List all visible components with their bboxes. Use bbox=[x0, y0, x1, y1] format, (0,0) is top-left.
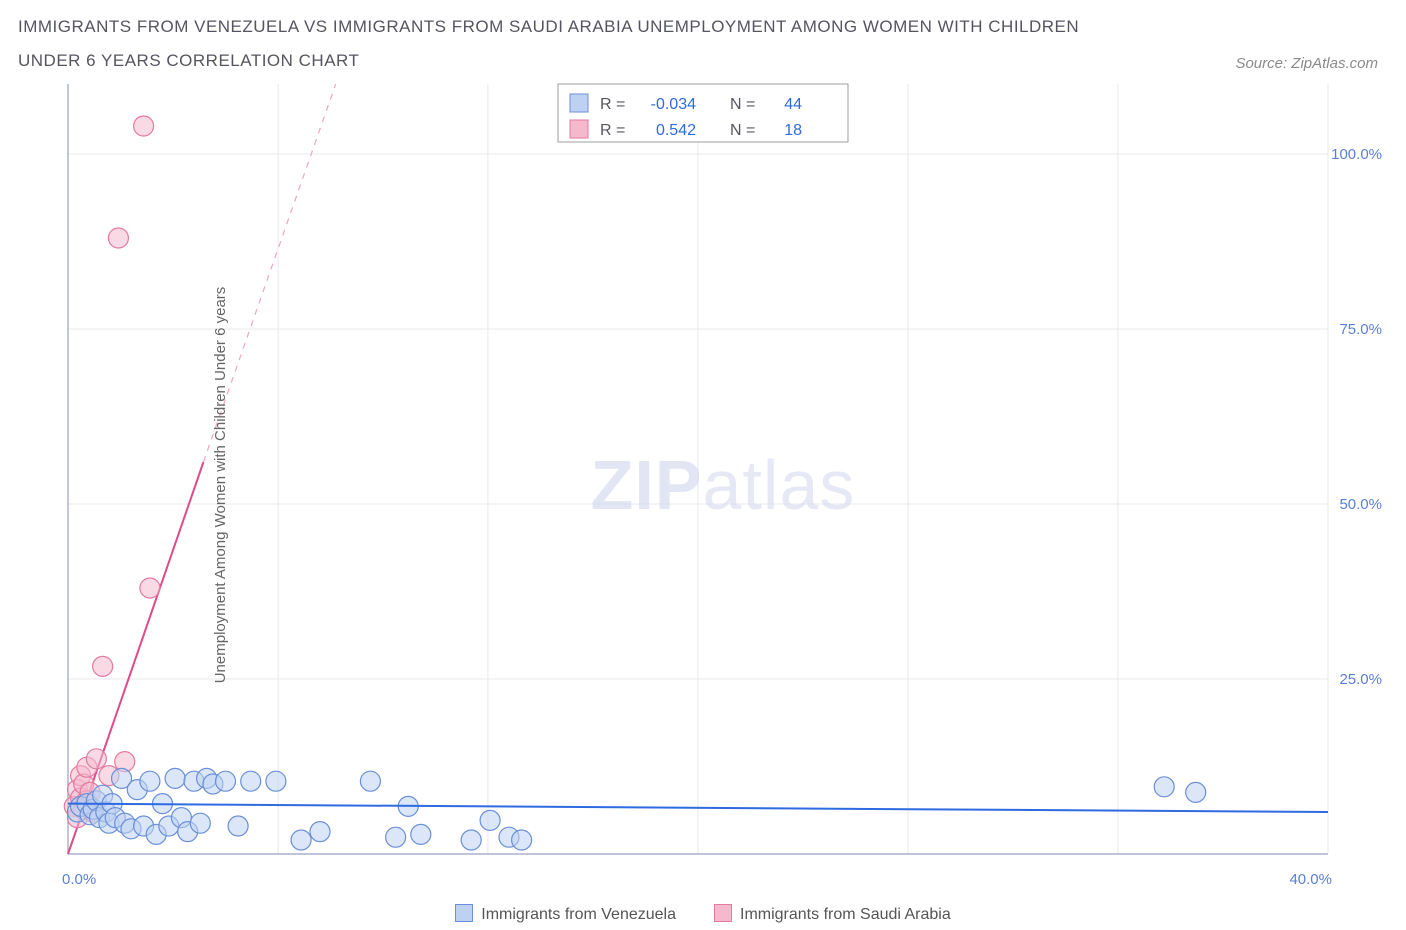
svg-text:-0.034: -0.034 bbox=[651, 96, 696, 113]
svg-text:R =: R = bbox=[600, 122, 625, 139]
scatter-plot: 25.0% 50.0% 75.0% 100.0% 0.0% 40.0% R = -0.034 N… bbox=[58, 80, 1388, 890]
legend-label: Immigrants from Saudi Arabia bbox=[740, 906, 951, 923]
svg-text:25.0%: 25.0% bbox=[1339, 671, 1382, 688]
svg-text:0.542: 0.542 bbox=[656, 122, 696, 139]
source-label: Source: ZipAtlas.com bbox=[1235, 55, 1388, 78]
legend-label: Immigrants from Venezuela bbox=[481, 906, 676, 923]
legend-swatch bbox=[455, 904, 473, 922]
svg-text:100.0%: 100.0% bbox=[1331, 146, 1382, 163]
svg-text:0.0%: 0.0% bbox=[62, 871, 96, 888]
svg-text:44: 44 bbox=[784, 96, 802, 113]
svg-text:75.0%: 75.0% bbox=[1339, 321, 1382, 338]
series-legend: Immigrants from Venezuela Immigrants fro… bbox=[0, 904, 1406, 924]
svg-text:18: 18 bbox=[784, 122, 802, 139]
svg-text:40.0%: 40.0% bbox=[1289, 871, 1332, 888]
legend-item: Immigrants from Saudi Arabia bbox=[714, 904, 951, 924]
svg-text:50.0%: 50.0% bbox=[1339, 496, 1382, 513]
header: IMMIGRANTS FROM VENEZUELA VS IMMIGRANTS … bbox=[0, 0, 1406, 78]
svg-text:R =: R = bbox=[600, 96, 625, 113]
y-axis-label: Unemployment Among Women with Children U… bbox=[212, 287, 229, 684]
svg-text:N =: N = bbox=[730, 96, 755, 113]
legend-swatch bbox=[714, 904, 732, 922]
svg-text:N =: N = bbox=[730, 122, 755, 139]
legend-item: Immigrants from Venezuela bbox=[455, 904, 676, 924]
chart-title: IMMIGRANTS FROM VENEZUELA VS IMMIGRANTS … bbox=[18, 10, 1098, 78]
chart-container: Unemployment Among Women with Children U… bbox=[58, 80, 1388, 890]
